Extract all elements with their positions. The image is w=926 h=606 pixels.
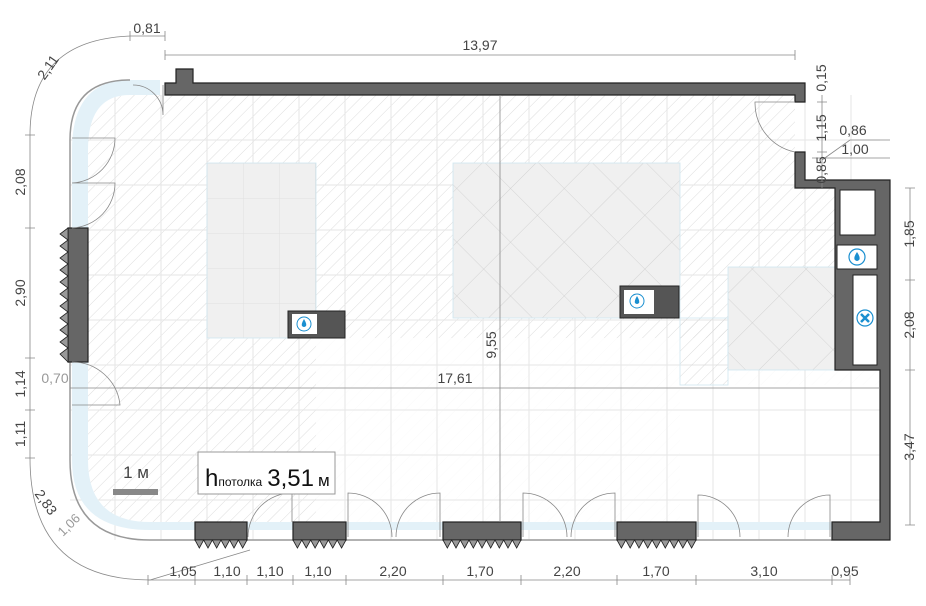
ceiling-height-value: 3,51 — [267, 465, 314, 492]
wall-pier — [616, 521, 697, 541]
dim-bottom: 3,10 — [750, 563, 777, 579]
ceiling-height-label: hпотолка 3,51 м — [197, 451, 336, 495]
dim-right-step-2: 1,00 — [841, 141, 868, 157]
dim-corner-bottom-inner: 1,06 — [55, 511, 84, 540]
dim-top-length: 13,97 — [462, 37, 497, 53]
dim-right-top-1: 0,15 — [813, 64, 829, 91]
dim-corner-top: 0,81 — [133, 20, 160, 36]
dimension-lines — [25, 31, 915, 585]
dim-bottom: 1,70 — [642, 563, 669, 579]
dim-total-depth: 9,55 — [483, 331, 499, 358]
glass-facade — [69, 79, 832, 541]
dim-bottom: 1,10 — [213, 563, 240, 579]
dim-left-door: 0,70 — [41, 370, 68, 386]
dim-corner-arc: 2,11 — [34, 52, 62, 83]
dim-bottom: 1,10 — [256, 563, 283, 579]
floor-unhatched-2 — [680, 385, 880, 522]
dim-left-1: 2,08 — [12, 168, 28, 195]
dim-left-3: 1,14 — [12, 370, 28, 397]
ceiling-height-unit: м — [318, 471, 330, 490]
sink-2 — [619, 285, 680, 319]
wall-zigzag — [292, 539, 347, 549]
dim-right-1: 1,85 — [901, 220, 917, 247]
sink-1 — [287, 310, 346, 339]
doors — [71, 84, 831, 538]
wall-zigzag — [442, 539, 522, 549]
zone-tiled — [206, 162, 317, 339]
dim-bottom: 1,05 — [169, 563, 196, 579]
dim-right-step-1: 0,86 — [839, 122, 866, 138]
zone-hatched-ext — [679, 317, 729, 386]
dim-right-3: 3,47 — [901, 433, 917, 460]
shafts — [836, 189, 878, 366]
dim-left-2: 2,90 — [12, 279, 28, 306]
wall-left-zigzag — [59, 227, 69, 363]
dim-right-top-3: 0,85 — [813, 156, 829, 183]
ceiling-height-h: h — [205, 465, 218, 492]
dim-total-length: 17,61 — [437, 370, 472, 386]
zone-cross-2 — [727, 266, 851, 371]
dim-bottom: 2,20 — [379, 563, 406, 579]
dim-right-top-2: 1,15 — [813, 114, 829, 141]
dim-bottom: 2,20 — [553, 563, 580, 579]
dim-bottom: 1,10 — [304, 563, 331, 579]
scale-label: 1 м — [123, 463, 149, 482]
dim-left-4: 1,11 — [12, 421, 28, 447]
wall-pier — [194, 521, 248, 541]
wall-bottom-piers — [194, 521, 697, 549]
wall-pier — [442, 521, 522, 541]
scale-bar — [113, 489, 158, 495]
wall-top — [164, 68, 806, 103]
dim-bottom: 1,70 — [466, 563, 493, 579]
wall-left — [67, 227, 89, 363]
dim-right-2: 2,08 — [901, 311, 917, 338]
wall-pier — [292, 521, 347, 541]
dim-bottom: 0,95 — [831, 563, 858, 579]
ceiling-height-sub: потолка — [218, 475, 262, 489]
dim-corner-bottom-outer: 2,83 — [32, 486, 61, 518]
wall-zigzag — [194, 539, 248, 549]
wall-zigzag — [616, 539, 697, 549]
